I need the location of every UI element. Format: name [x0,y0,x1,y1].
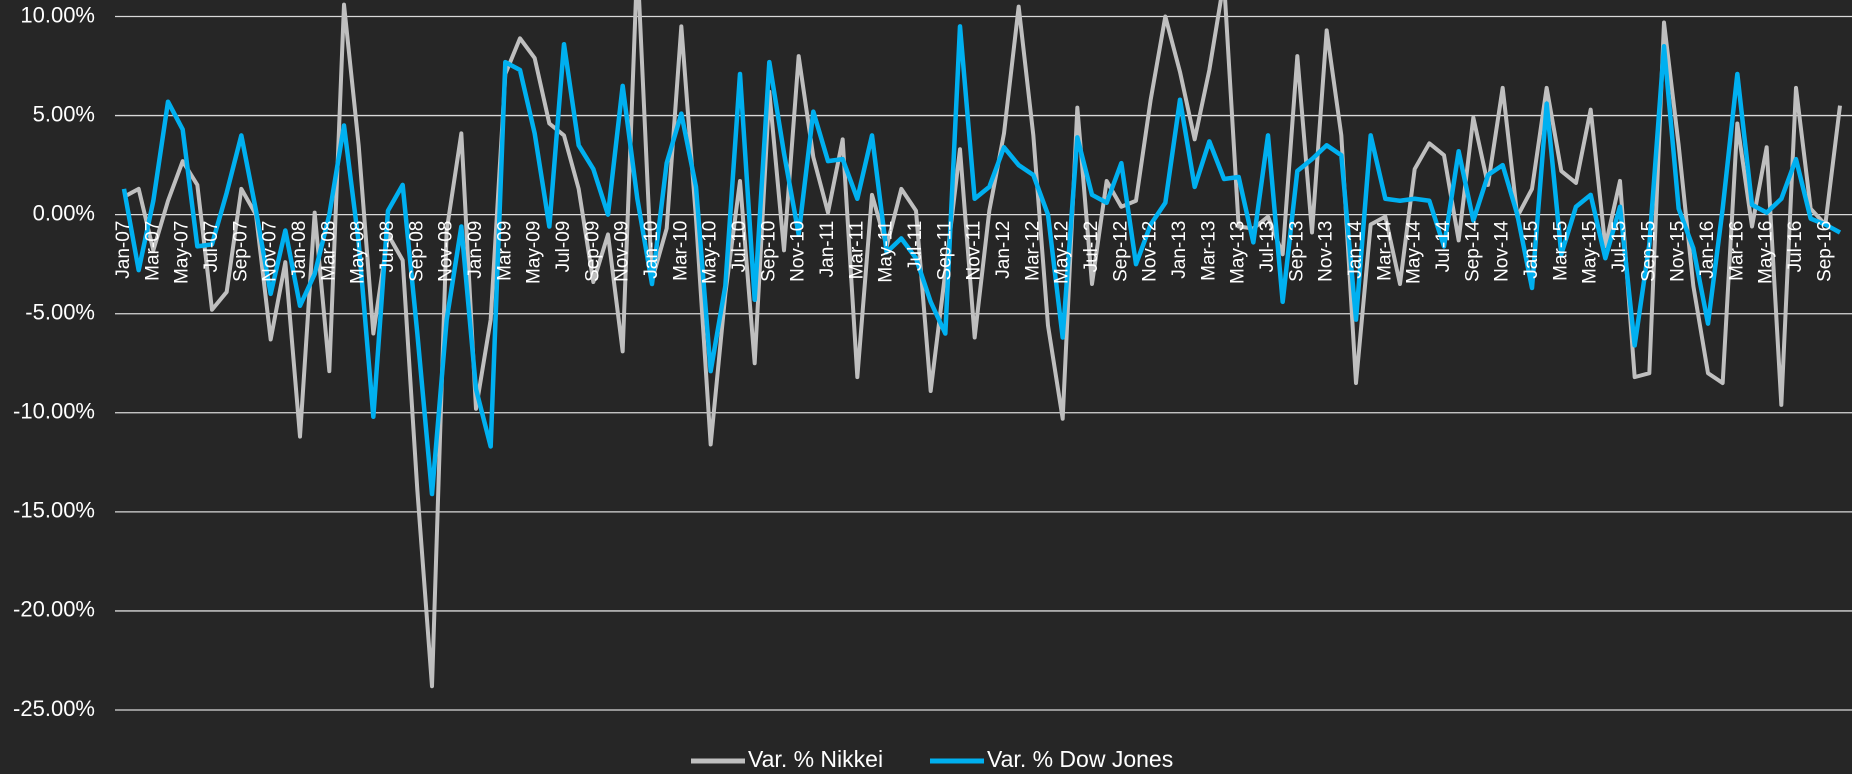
x-tick-label: Nov-08 [436,221,457,282]
x-tick-label: Sep-12 [1110,221,1131,282]
legend-label: Var. % Dow Jones [987,746,1173,772]
x-tick-label: Jul-10 [729,221,750,273]
x-tick-label: May-11 [876,221,897,283]
x-tick-label: May-15 [1580,221,1601,284]
y-tick-label: 5.00% [33,101,95,126]
x-tick-label: May-08 [348,221,369,284]
x-tick-label: Jan-11 [817,221,838,278]
x-tick-label: Jul-07 [201,221,222,273]
x-tick-label: Sep-14 [1462,220,1483,282]
series-line [121,24,1842,497]
x-tick-label: Jan-08 [289,221,310,279]
x-tick-label: Nov-11 [964,221,985,281]
x-tick-label: Sep-07 [230,221,251,282]
y-tick-label: -25.00% [13,696,95,721]
x-tick-label: May-07 [172,221,193,284]
x-tick-label: Jul-12 [1081,221,1102,273]
labels: 10.00% 5.00% 0.00% -5.00% -10.00% -15.00% -20.… [13,2,1835,721]
x-tick-label: Sep-15 [1638,221,1659,282]
x-tick-label: Mar-14 [1374,220,1395,281]
x-tick-label: Mar-07 [142,221,163,281]
x-tick-label: May-14 [1404,220,1425,284]
x-tick-label: Jul-13 [1257,221,1278,273]
x-tick-label: Nov-13 [1316,221,1337,282]
x-tick-label: May-16 [1756,221,1777,284]
x-tick-label: Jan-07 [113,221,134,279]
x-tick-label: Jul-08 [377,221,398,273]
x-tick-label: Jan-10 [641,221,662,279]
y-tick-label: 10.00% [20,2,95,27]
x-tick-label: May-13 [1228,221,1249,284]
x-tick-label: Jul-16 [1785,221,1806,273]
y-tick-label: -5.00% [25,300,95,325]
x-tick-label: Mar-09 [494,221,515,281]
x-tick-label: Mar-15 [1550,221,1571,281]
x-tick-label: May-10 [700,221,721,284]
y-tick-label: -10.00% [13,399,95,424]
x-tick-label: Nov-14 [1492,220,1513,282]
x-tick-label: Mar-10 [670,221,691,281]
x-tick-label: Jan-09 [465,221,486,279]
x-tick-label: Sep-09 [582,221,603,282]
y-tick-label: -20.00% [13,597,95,622]
x-tick-label: Jul-15 [1609,221,1630,273]
x-tick-label: Jan-15 [1521,221,1542,279]
x-tick-label: Jan-13 [1169,221,1190,279]
x-tick-label: Mar-13 [1198,221,1219,281]
x-tick-label: Jan-16 [1697,221,1718,279]
x-tick-label: Mar-08 [318,221,339,281]
x-tick-label: Jul-11 [905,221,926,271]
x-tick-label: Mar-12 [1022,221,1043,281]
x-tick-label: Sep-10 [758,221,779,282]
x-tick-label: May-12 [1052,221,1073,284]
x-tick-label: Nov-15 [1668,221,1689,282]
x-tick-label: Jan-14 [1345,220,1366,279]
x-tick-label: Sep-13 [1286,221,1307,282]
x-tick-label: Nov-07 [260,221,281,282]
y-tick-label: -15.00% [13,498,95,523]
x-tick-label: Nov-12 [1140,221,1161,282]
series-line [123,0,1842,689]
legend-label: Var. % Nikkei [748,746,883,772]
x-tick-label: Jul-14 [1433,220,1454,272]
x-tick-label: Nov-09 [612,221,633,282]
x-tick-label: Sep-16 [1814,221,1835,282]
lines [121,0,1842,689]
x-tick-label: May-09 [524,221,545,284]
x-tick-label: Jan-12 [993,221,1014,279]
x-tick-label: Mar-11 [846,221,867,280]
x-tick-label: Sep-08 [406,221,427,282]
x-tick-label: Sep-11 [934,221,955,281]
y-tick-label: 0.00% [33,200,95,225]
x-tick-label: Nov-10 [788,221,809,282]
x-tick-label: Jul-09 [553,221,574,273]
legend: Var. % Nikkei Var. % Dow Jones [691,746,1173,772]
x-tick-label: Mar-16 [1726,221,1747,281]
